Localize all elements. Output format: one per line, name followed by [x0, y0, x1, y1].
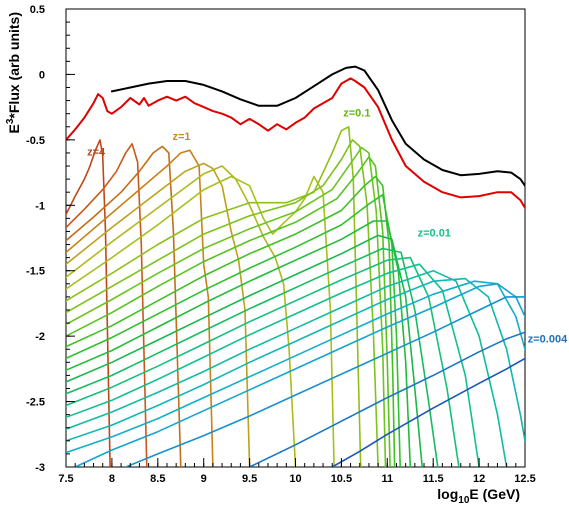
x-tick-label: 11 — [381, 473, 393, 485]
series-line-25 — [248, 331, 525, 467]
x-tick-label: 12 — [473, 473, 485, 485]
x-axis-label-sub: 10 — [458, 495, 470, 506]
series-line-16 — [66, 234, 424, 467]
annotation-label: z=0.01 — [418, 228, 451, 240]
series-line-15 — [66, 220, 412, 467]
annotation-label: z=0.1 — [343, 107, 370, 119]
series-line-11 — [66, 146, 387, 467]
x-tick-label: 11.5 — [423, 473, 444, 485]
series-line-3 — [66, 143, 148, 467]
series-line-4 — [66, 145, 182, 467]
annotation-label: z=4 — [87, 147, 106, 159]
x-tick-label: 9.5 — [242, 473, 257, 485]
series-line-18 — [66, 256, 460, 467]
series-line-23 — [74, 282, 525, 467]
x-tick-label: 12.5 — [514, 473, 535, 485]
series-line-0 — [110, 65, 525, 187]
series-line-6 — [66, 162, 251, 467]
y-tick-label: -2 — [35, 331, 45, 343]
annotations-group: z=4 z=1 z=0.1 z=0.01 z=0.004 — [87, 107, 568, 345]
series-line-24 — [124, 296, 525, 467]
series-line-1 — [66, 77, 525, 209]
y-tick-label: -2.5 — [26, 397, 45, 409]
x-axis-label: log10E (GeV) — [437, 486, 520, 506]
series-line-12 — [66, 156, 391, 467]
x-axis-label-main: log — [437, 486, 458, 502]
x-tick-label: 8 — [109, 473, 115, 485]
axes-group: 7.5 8 8.5 9 9.5 10 10.5 11 11.5 12 12.5 -3 -2.5 -2 -1.… — [26, 4, 536, 485]
series-group — [66, 65, 525, 467]
y-tick-label: -1.5 — [26, 266, 45, 278]
series-line-17 — [66, 247, 439, 467]
annotation-label: z=0.004 — [528, 334, 568, 346]
series-line-13 — [66, 175, 396, 467]
y-tick-label: 0.5 — [30, 4, 45, 16]
y-tick-label: -0.5 — [26, 135, 45, 147]
annotation-label: z=1 — [172, 131, 190, 143]
series-line-5 — [66, 149, 214, 467]
y-axis-label-main: E — [6, 124, 22, 133]
y-axis-label-rest: *Flux (arb units) — [6, 12, 22, 119]
y-axis-label-sup: 3 — [5, 118, 16, 124]
x-axis-label-rest: E (GeV) — [469, 486, 520, 502]
x-tick-label: 10 — [289, 473, 301, 485]
y-tick-label: 0 — [39, 69, 45, 81]
y-tick-label: -3 — [35, 462, 45, 474]
x-tick-label: 8.5 — [150, 473, 165, 485]
y-axis-label: E3*Flux (arb units) — [5, 12, 22, 133]
series-line-7 — [66, 165, 297, 467]
series-line-19 — [66, 263, 480, 467]
x-tick-label: 9 — [201, 473, 207, 485]
series-line-26 — [331, 357, 525, 467]
x-tick-label: 7.5 — [58, 473, 73, 485]
x-tick-label: 10.5 — [331, 473, 352, 485]
plot-frame — [65, 8, 526, 468]
y-tick-label: -1 — [35, 200, 45, 212]
series-line-20 — [66, 269, 508, 467]
